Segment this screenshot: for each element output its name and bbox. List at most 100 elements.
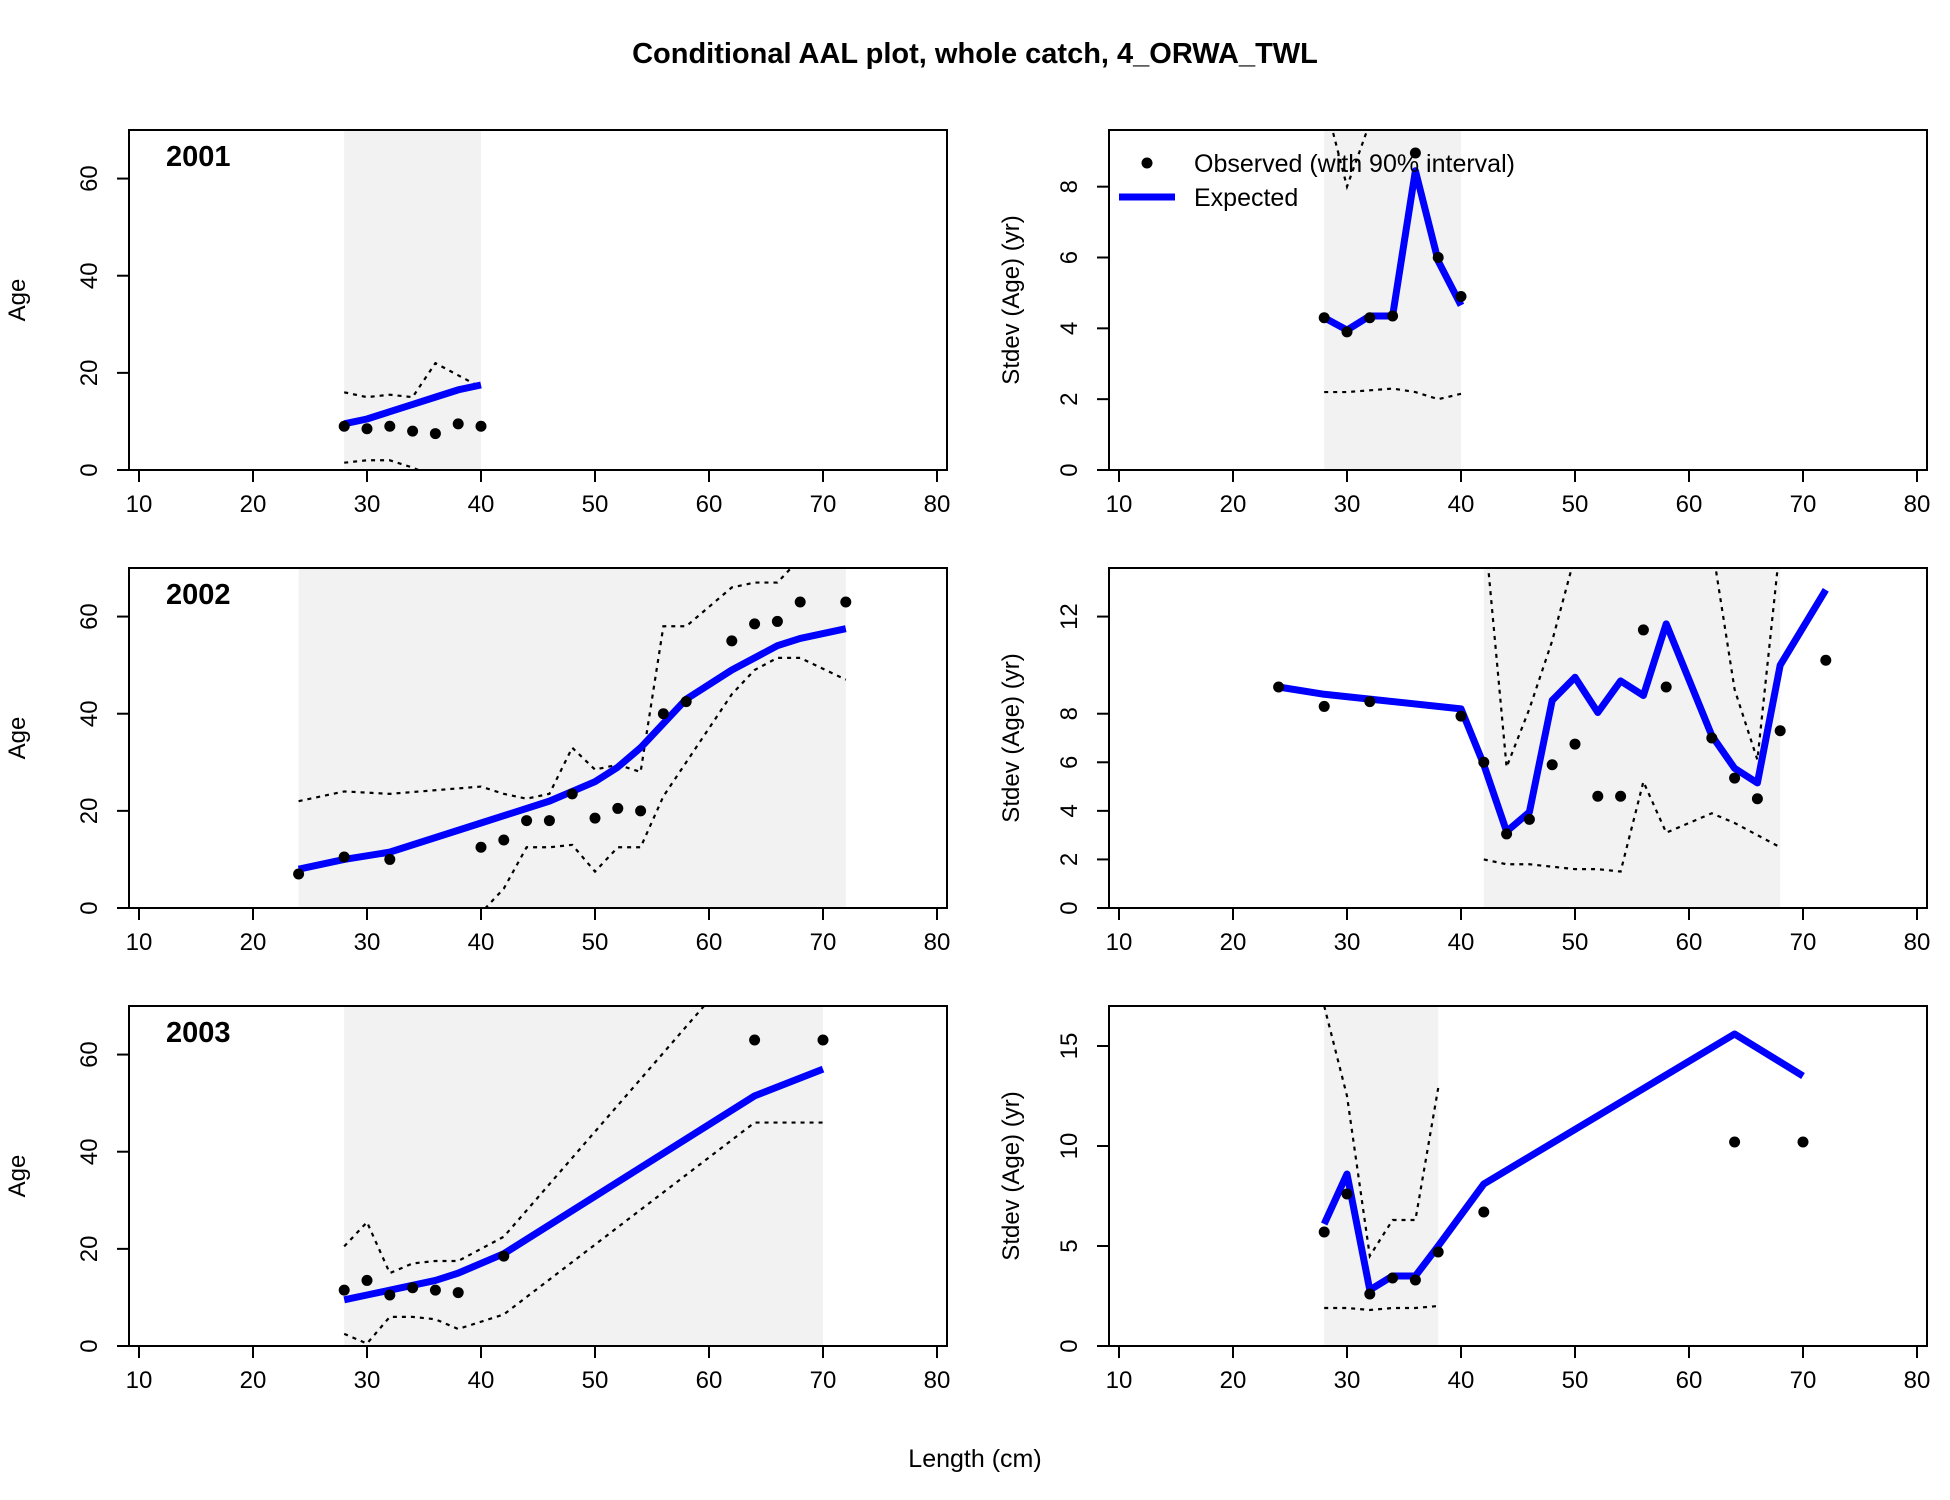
legend-expected-label: Expected	[1194, 184, 1298, 212]
observed-point	[817, 1034, 829, 1046]
y-tick-label: 8	[1056, 707, 1083, 720]
x-tick-label: 10	[1106, 929, 1133, 956]
plot-area	[338, 130, 487, 470]
x-tick-label: 50	[582, 1367, 609, 1394]
observed-point	[384, 1289, 396, 1301]
observed-point	[1797, 1136, 1809, 1148]
observed-point	[361, 423, 373, 435]
x-tick-label: 30	[354, 929, 381, 956]
observed-point	[657, 708, 669, 720]
y-tick-label: 2	[1056, 853, 1083, 866]
plot-area	[1273, 568, 1832, 908]
x-tick-label: 50	[1562, 491, 1589, 518]
upper-interval-line	[1331, 130, 1369, 191]
observed-point	[1364, 312, 1376, 324]
x-tick-label: 10	[1106, 491, 1133, 518]
x-tick-label: 80	[924, 1367, 951, 1394]
observed-point	[1729, 1136, 1741, 1148]
plot-area	[1318, 1006, 1809, 1346]
interval-band	[344, 130, 481, 470]
y-tick-label: 40	[76, 1138, 103, 1165]
x-tick-label: 10	[126, 491, 153, 518]
x-axis: 10 20 30 40 50 60 70 80	[1106, 1345, 1931, 1394]
y-axis-title: Age	[4, 279, 31, 322]
x-tick-label: 60	[1676, 1367, 1703, 1394]
observed-point	[771, 615, 783, 627]
y-tick-label: 6	[1056, 756, 1083, 769]
upper-interval-line	[343, 1006, 706, 1275]
panel-age-1: 10 20 30 40 50 60 70 80 0 20 40 60 Age 2001	[4, 129, 950, 518]
observed-point	[1455, 710, 1467, 722]
y-tick-label: 8	[1056, 180, 1083, 193]
x-tick-label: 30	[354, 1367, 381, 1394]
x-axis: 10 20 30 40 50 60 70 80	[1106, 469, 1930, 518]
y-tick-label: 0	[1056, 1339, 1083, 1352]
observed-point	[1409, 147, 1421, 159]
observed-point	[1409, 1274, 1421, 1286]
observed-point	[1751, 793, 1763, 805]
observed-point	[543, 815, 555, 827]
x-tick-label: 40	[468, 929, 495, 956]
observed-point	[840, 596, 852, 608]
x-tick-label: 20	[1220, 929, 1247, 956]
observed-point	[384, 420, 396, 432]
plot-area	[338, 1006, 829, 1346]
x-tick-label: 50	[1562, 1367, 1589, 1394]
y-tick-label: 0	[76, 463, 103, 476]
expected-line	[343, 381, 482, 428]
y-tick-label: 6	[1056, 251, 1083, 264]
y-axis-title: Stdev (Age) (yr)	[998, 215, 1025, 384]
y-axis: 0 2 4 6 8	[1056, 180, 1110, 477]
panel-stdev-3: 10 20 30 40 50 60 70 80 0 5 10 15 Stdev (Age) (yr)	[998, 1005, 1931, 1394]
y-axis-title: Stdev (Age) (yr)	[998, 1091, 1025, 1260]
observed-point	[475, 841, 487, 853]
observed-point	[794, 596, 806, 608]
y-tick-label: 12	[1056, 603, 1083, 630]
x-tick-label: 30	[354, 491, 381, 518]
observed-point	[1341, 326, 1353, 338]
interval-band	[1324, 1006, 1439, 1346]
x-axis: 10 20 30 40 50 60 70 80	[126, 1345, 951, 1394]
y-tick-label: 2	[1056, 392, 1083, 405]
y-tick-label: 10	[1056, 1133, 1083, 1160]
x-tick-label: 30	[1334, 1367, 1361, 1394]
observed-point	[749, 618, 761, 630]
x-tick-label: 20	[1220, 491, 1247, 518]
observed-point	[407, 425, 419, 437]
x-tick-label: 50	[582, 929, 609, 956]
interval-band	[1483, 568, 1781, 908]
y-tick-label: 4	[1056, 804, 1083, 817]
observed-point	[1364, 696, 1376, 708]
year-label: 2002	[166, 579, 231, 611]
year-label: 2001	[166, 141, 231, 173]
y-axis: 0 20 40 60	[76, 1041, 130, 1353]
y-tick-label: 60	[76, 603, 103, 630]
panel-age-2: 10 20 30 40 50 60 70 80 0 20 40 60 Age 2002	[4, 567, 950, 956]
observed-point	[1478, 1206, 1490, 1218]
observed-point	[612, 802, 624, 814]
x-tick-label: 30	[1334, 929, 1361, 956]
observed-point	[338, 1284, 350, 1296]
expected-line	[343, 1065, 825, 1304]
observed-point	[1637, 624, 1649, 636]
observed-point	[338, 851, 350, 863]
y-axis: 0 2 4 6 8 12	[1056, 603, 1110, 915]
plot-frame	[128, 129, 948, 471]
x-axis: 10 20 30 40 50 60 70 80	[126, 907, 950, 956]
y-axis: 0 20 40 60	[76, 603, 130, 915]
panel-age-3: 10 20 30 40 50 60 70 80 0 20 40 60 Age 2003	[4, 1005, 951, 1394]
x-tick-label: 30	[1334, 491, 1361, 518]
upper-interval-line	[298, 568, 793, 803]
y-tick-label: 60	[76, 165, 103, 192]
y-tick-label: 0	[76, 901, 103, 914]
observed-point	[1523, 813, 1535, 825]
observed-point	[1432, 1246, 1444, 1258]
observed-point	[1774, 725, 1786, 737]
y-tick-label: 0	[76, 1339, 103, 1352]
upper-interval-line	[1487, 568, 1779, 768]
x-tick-label: 40	[1448, 491, 1475, 518]
upper-interval-line	[343, 361, 482, 399]
x-tick-label: 80	[1904, 1367, 1931, 1394]
year-label: 2003	[166, 1017, 231, 1049]
